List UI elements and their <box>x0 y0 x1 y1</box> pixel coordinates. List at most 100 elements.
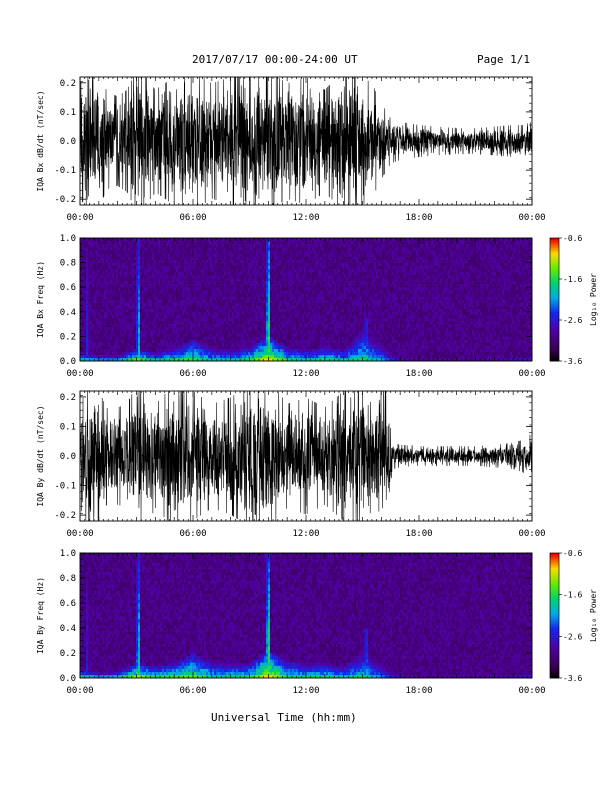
spectrogram-cell <box>302 311 305 316</box>
spectrogram-cell <box>156 308 159 313</box>
spectrogram-cell <box>312 259 315 263</box>
spectrogram-cell <box>282 342 285 346</box>
spectrogram-cell <box>208 265 211 270</box>
spectrogram-cell <box>246 290 249 294</box>
spectrogram-cell <box>288 274 291 279</box>
spectrogram-cell <box>160 308 163 313</box>
spectrogram-cell <box>262 330 265 334</box>
spectrogram-cell <box>110 339 113 343</box>
spectrogram-cell <box>220 351 223 356</box>
spectrogram-cell <box>136 342 139 346</box>
spectrogram-cell <box>202 302 205 306</box>
spectrogram-cell <box>94 327 97 331</box>
spectrogram-cell <box>250 333 253 337</box>
spectrogram-cell <box>278 351 281 356</box>
spectrogram-cell <box>208 308 211 313</box>
spectrogram-cell <box>208 330 211 334</box>
spectrogram-cell <box>312 290 315 294</box>
spectrogram-cell <box>132 284 135 288</box>
spectrogram-cell <box>98 244 101 248</box>
spectrogram-cell <box>198 311 201 316</box>
spectrogram-cell <box>138 314 141 319</box>
spectrogram-cell <box>172 311 175 316</box>
spectrogram-cell <box>306 345 309 350</box>
spectrogram-cell <box>228 247 231 251</box>
spectrogram-cell <box>102 324 105 328</box>
spectrogram-cell <box>166 351 169 356</box>
spectrogram-cell <box>178 345 181 350</box>
spectrogram-cell <box>180 271 183 276</box>
spectrogram-cell <box>298 250 301 254</box>
spectrogram-cell <box>232 321 235 325</box>
spectrogram-cell <box>180 256 183 260</box>
spectrogram-cell <box>142 271 145 276</box>
spectrogram-cell <box>166 299 169 303</box>
spectrogram-cell <box>130 244 133 248</box>
spectrogram-cell <box>258 290 261 294</box>
spectrogram-cell <box>122 305 125 310</box>
spectrogram-cell <box>296 311 299 316</box>
spectrogram-cell <box>156 268 159 273</box>
spectrogram-cell <box>84 324 87 328</box>
spectrogram-cell <box>148 311 151 316</box>
spectrogram-cell <box>150 290 153 294</box>
spectrogram-cell <box>272 296 275 300</box>
spectrogram-cell <box>290 327 293 331</box>
spectrogram-cell <box>300 241 303 245</box>
spectrogram-cell <box>106 277 109 282</box>
spectrogram-cell <box>280 327 283 331</box>
spectrogram-cell <box>278 277 281 282</box>
spectrogram-cell <box>148 268 151 273</box>
spectrogram-cell <box>160 277 163 282</box>
spectrogram-cell <box>262 277 265 282</box>
spectrogram-cell <box>272 253 275 257</box>
spectrogram-cell <box>300 296 303 300</box>
spectrogram-cell <box>264 302 267 306</box>
spectrogram-cell <box>312 333 315 337</box>
spectrogram-cell <box>310 333 313 337</box>
spectrogram-cell <box>272 284 275 288</box>
spectrogram-cell <box>266 238 269 242</box>
spectrogram-cell <box>186 342 189 346</box>
spectrogram-cell <box>264 253 267 257</box>
spectrogram-cell <box>272 277 275 282</box>
spectrogram-cell <box>244 342 247 346</box>
spectrogram-cell <box>194 348 197 353</box>
spectrogram-cell <box>198 348 201 353</box>
spectrogram-cell <box>174 324 177 328</box>
spectrogram-cell <box>218 336 221 340</box>
spectrogram-cell <box>246 247 249 251</box>
spectrogram-cell <box>298 274 301 279</box>
spectrogram-cell <box>226 290 229 294</box>
spectrogram-cell <box>228 281 231 285</box>
spectrogram-cell <box>266 241 269 245</box>
spectrogram-cell <box>308 327 311 331</box>
spectrogram-cell <box>314 244 317 248</box>
spectrogram-cell <box>310 262 313 266</box>
spectrogram-cell <box>216 281 219 285</box>
spectrogram-cell <box>172 348 175 353</box>
spectrogram-cell <box>240 290 243 294</box>
spectrogram-cell <box>244 324 247 328</box>
spectrogram-cell <box>200 299 203 303</box>
spectrogram-cell <box>142 348 145 353</box>
spectrogram-cell <box>132 277 135 282</box>
spectrogram-cell <box>106 244 109 248</box>
spectrogram-cell <box>206 265 209 270</box>
spectrogram-cell <box>310 305 313 310</box>
spectrogram-cell <box>216 284 219 288</box>
spectrogram-cell <box>310 277 313 282</box>
spectrogram-cell <box>310 290 313 294</box>
spectrogram-cell <box>262 333 265 337</box>
spectrogram-cell <box>148 299 151 303</box>
spectrogram-cell <box>168 253 171 257</box>
spectrogram-cell <box>308 265 311 270</box>
spectrogram-cell <box>204 244 207 248</box>
spectrogram-cell <box>222 253 225 257</box>
spectrogram-cell <box>310 293 313 297</box>
spectrogram-cell <box>254 271 257 276</box>
spectrogram-cell <box>174 277 177 282</box>
spectrogram-cell <box>174 336 177 340</box>
spectrogram-cell <box>302 305 305 310</box>
spectrogram-cell <box>296 348 299 353</box>
